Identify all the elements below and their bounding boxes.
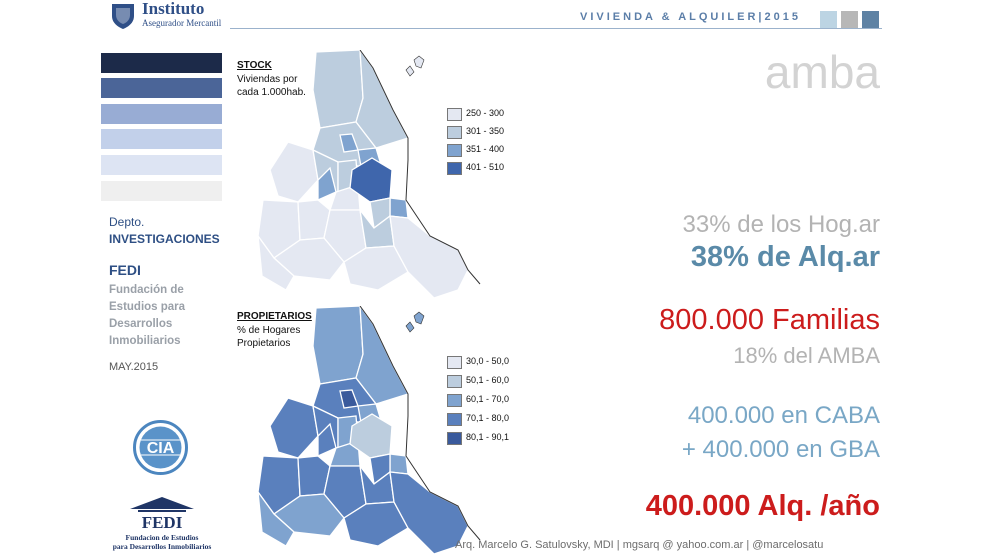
- legend-swatch: [447, 108, 462, 121]
- propietarios-map: [258, 306, 481, 555]
- dept-name: INVESTIGACIONES: [109, 232, 220, 246]
- hogares-stat: 33% de los Hog.ar: [682, 211, 880, 238]
- color-swatch: [101, 129, 222, 149]
- legend-swatch: [447, 162, 462, 175]
- legend-label: 401 - 510: [466, 162, 505, 172]
- stock-map-title: STOCK: [237, 60, 272, 71]
- fedi-logo-line2: para Desarrollos Inmobiliarios: [113, 542, 212, 551]
- propietarios-map-title: PROPIETARIOS: [237, 311, 312, 322]
- header-title: VIVIENDA & ALQUILER|2015: [580, 11, 801, 23]
- caba-stat: 400.000 en CABA: [687, 402, 880, 429]
- color-swatch: [101, 53, 222, 73]
- region-title: amba: [764, 46, 880, 98]
- fedi-line: Inmobiliarios: [109, 335, 181, 347]
- cia-logo-text: CIA: [147, 440, 175, 457]
- legend-swatch: [447, 394, 462, 407]
- color-swatch: [101, 78, 222, 98]
- alquileres-stat: 38% de Alq.ar: [690, 241, 880, 273]
- legend-label: 301 - 350: [466, 126, 505, 136]
- propietarios-map-subtitle: % de Hogares: [237, 325, 301, 336]
- legend-label: 50,1 - 60,0: [466, 375, 510, 385]
- legend-swatch: [447, 413, 462, 426]
- stock-map-subtitle: cada 1.000hab.: [237, 87, 306, 98]
- color-swatch: [101, 104, 222, 124]
- fedi-line: Desarrollos: [109, 318, 173, 330]
- fedi-logo: FEDI Fundacion de Estudios para Desarrol…: [113, 497, 212, 551]
- logo-title: Instituto: [142, 0, 205, 18]
- stock-map-subtitle: Viviendas por: [237, 74, 298, 85]
- header-square-3: [862, 11, 879, 28]
- header-square-2: [841, 11, 858, 28]
- legend-swatch: [447, 144, 462, 157]
- legend-swatch: [447, 432, 462, 445]
- stock-map: [258, 50, 481, 299]
- shield-logo-icon: [112, 4, 134, 29]
- legend-label: 250 - 300: [466, 108, 505, 118]
- logo-subtitle: Asegurador Mercantil: [142, 18, 222, 28]
- legend-swatch: [447, 356, 462, 369]
- fedi-line: Estudios para: [109, 301, 186, 313]
- footer-credits: Arq. Marcelo G. Satulovsky, MDI | mgsarq…: [455, 539, 824, 551]
- gba-stat: + 400.000 en GBA: [681, 436, 880, 463]
- header-divider: [230, 28, 882, 29]
- header-square-1: [820, 11, 837, 28]
- fedi-line: Fundación de: [109, 284, 184, 296]
- legend-label: 80,1 - 90,1: [466, 432, 510, 442]
- color-swatch: [101, 155, 222, 175]
- fedi-logo-name: FEDI: [142, 513, 183, 532]
- date-label: MAY.2015: [109, 361, 159, 373]
- amba-percent-stat: 18% del AMBA: [733, 343, 880, 368]
- dept-label: Depto.: [109, 215, 145, 229]
- cia-logo: CIA: [133, 420, 188, 475]
- legend-label: 30,0 - 50,0: [466, 356, 510, 366]
- propietarios-map-subtitle: Propietarios: [237, 338, 291, 349]
- fedi-heading: FEDI: [109, 262, 141, 278]
- alquileres-per-year-stat: 400.000 Alq. /año: [645, 490, 880, 522]
- legend-label: 70,1 - 80,0: [466, 413, 510, 423]
- color-swatch: [101, 181, 222, 201]
- legend-swatch: [447, 126, 462, 139]
- institute-logo: Instituto Asegurador Mercantil: [110, 0, 230, 30]
- legend-label: 60,1 - 70,0: [466, 394, 510, 404]
- legend-label: 351 - 400: [466, 144, 505, 154]
- familias-stat: 800.000 Familias: [659, 304, 880, 336]
- legend-swatch: [447, 375, 462, 388]
- fedi-logo-line1: Fundacion de Estudios: [126, 533, 199, 542]
